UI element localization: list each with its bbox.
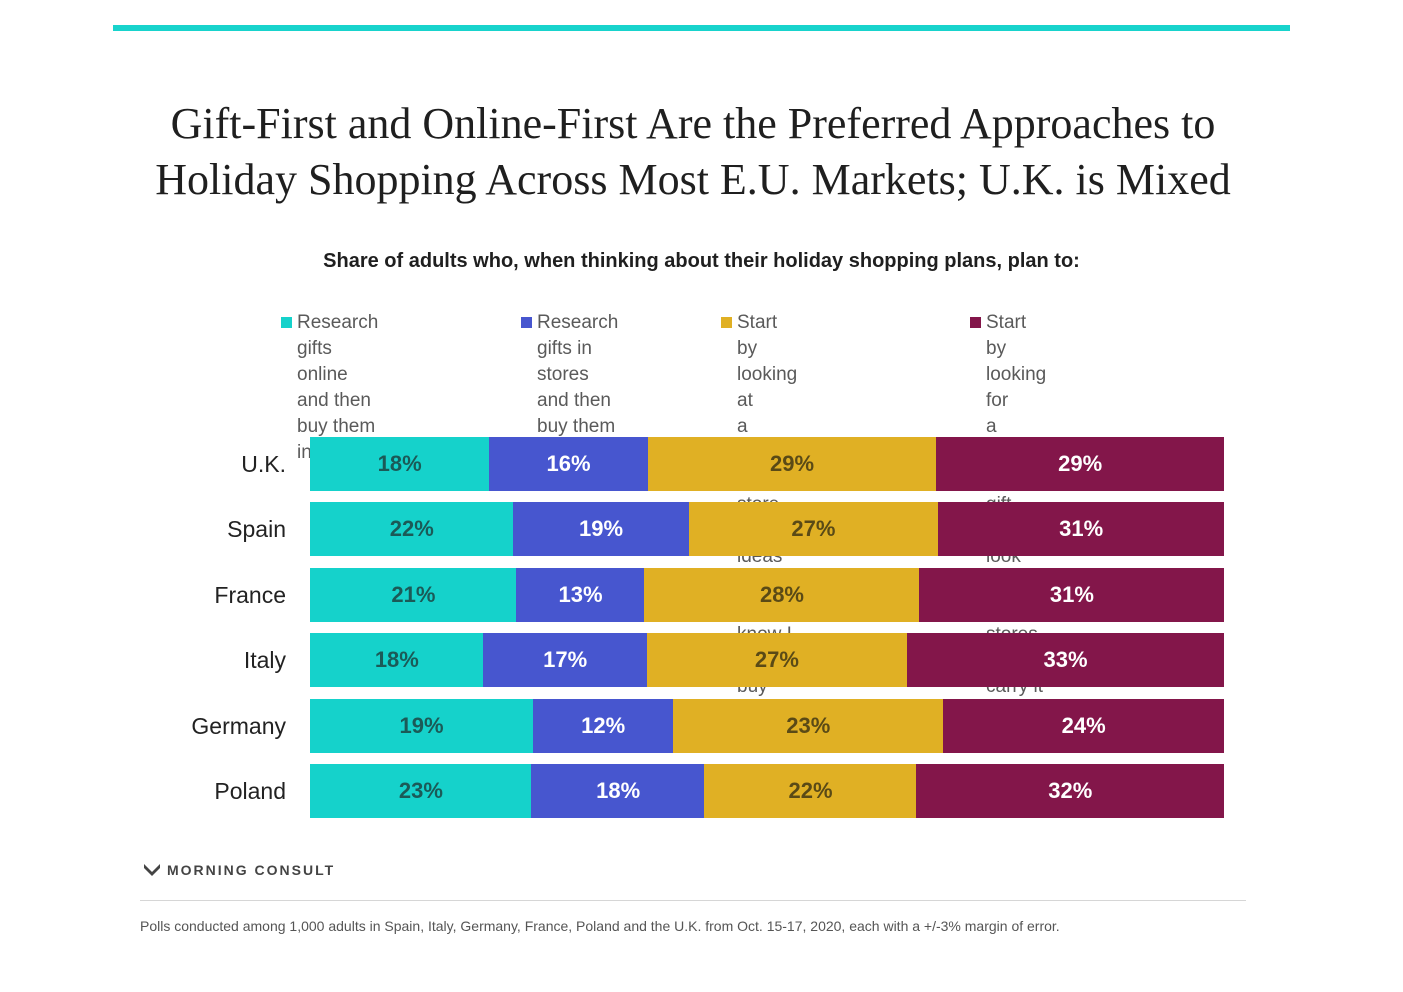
bar-data-label: 19% [399, 713, 444, 738]
bar-segment: 12% [532, 699, 674, 753]
bar-segment: 19% [310, 699, 534, 753]
morning-consult-logo-icon [144, 864, 160, 876]
top-accent-rule [113, 25, 1290, 31]
bar-data-label: 18% [377, 451, 422, 476]
legend-swatch [970, 317, 981, 328]
bar-data-label: 22% [389, 516, 434, 541]
bar-data-label: 27% [754, 647, 799, 672]
bar-segment: 21% [310, 568, 517, 622]
bar-data-label: 21% [391, 582, 436, 607]
bar-data-label: 19% [579, 516, 624, 541]
bar-data-label: 31% [1059, 516, 1104, 541]
bar-data-label: 33% [1043, 647, 1088, 672]
bar-segment: 32% [916, 764, 1225, 818]
bar-data-label: 18% [596, 778, 641, 803]
bar-data-label: 16% [546, 451, 591, 476]
bar-segment: 31% [919, 568, 1225, 622]
legend-swatch [281, 317, 292, 328]
footer-divider [140, 900, 1246, 901]
bar-data-label: 32% [1048, 778, 1093, 803]
row-label-spain: Spain [227, 516, 286, 542]
bar-data-label: 29% [770, 451, 815, 476]
bar-segment: 33% [906, 633, 1225, 687]
brand-footer: MORNING CONSULT [143, 862, 335, 878]
bar-segment: 18% [310, 633, 484, 687]
legend-swatch [521, 317, 532, 328]
legend-swatch [721, 317, 732, 328]
bar-segment: 29% [647, 437, 937, 491]
row-label-germany: Germany [191, 713, 286, 739]
bar-segment: 17% [483, 633, 648, 687]
bar-segment: 27% [646, 633, 907, 687]
bar-segment: 28% [644, 568, 920, 622]
row-label-poland: Poland [214, 778, 286, 804]
bar-segment: 31% [937, 502, 1225, 556]
bar-data-label: 17% [543, 647, 588, 672]
bar-data-label: 28% [759, 582, 804, 607]
bar-segment: 16% [488, 437, 649, 491]
bar-segment: 22% [310, 502, 514, 556]
bar-segment: 24% [942, 699, 1225, 753]
bar-data-label: 23% [398, 778, 443, 803]
chart-title: Gift-First and Online-First Are the Pref… [100, 96, 1286, 208]
bar-segment: 23% [310, 764, 532, 818]
bar-data-label: 18% [374, 647, 419, 672]
footnote: Polls conducted among 1,000 adults in Sp… [140, 918, 1060, 934]
chart-title-line-1: Gift-First and Online-First Are the Pref… [170, 99, 1216, 148]
bar-segment: 22% [704, 764, 917, 818]
chart-subtitle: Share of adults who, when thinking about… [323, 250, 1080, 272]
chart-title-line-2: Holiday Shopping Across Most E.U. Market… [155, 155, 1231, 204]
bar-data-label: 29% [1058, 451, 1103, 476]
bar-segment: 18% [531, 764, 705, 818]
bar-data-label: 24% [1061, 713, 1106, 738]
row-label-italy: Italy [243, 647, 286, 673]
row-label-france: France [214, 582, 286, 608]
brand-name: MORNING CONSULT [167, 862, 336, 878]
bar-data-label: 23% [786, 713, 831, 738]
bar-data-label: 13% [558, 582, 603, 607]
bar-data-label: 12% [581, 713, 626, 738]
bar-data-label: 22% [788, 778, 833, 803]
bar-segment: 13% [516, 568, 645, 622]
bar-data-label: 31% [1049, 582, 1094, 607]
bar-data-label: 27% [791, 516, 836, 541]
bar-segment: 23% [673, 699, 944, 753]
bar-segment: 19% [513, 502, 690, 556]
bar-segment: 27% [688, 502, 939, 556]
bar-segment: 18% [310, 437, 490, 491]
row-label-u-k: U.K. [241, 451, 286, 477]
bar-segment: 29% [935, 437, 1225, 491]
